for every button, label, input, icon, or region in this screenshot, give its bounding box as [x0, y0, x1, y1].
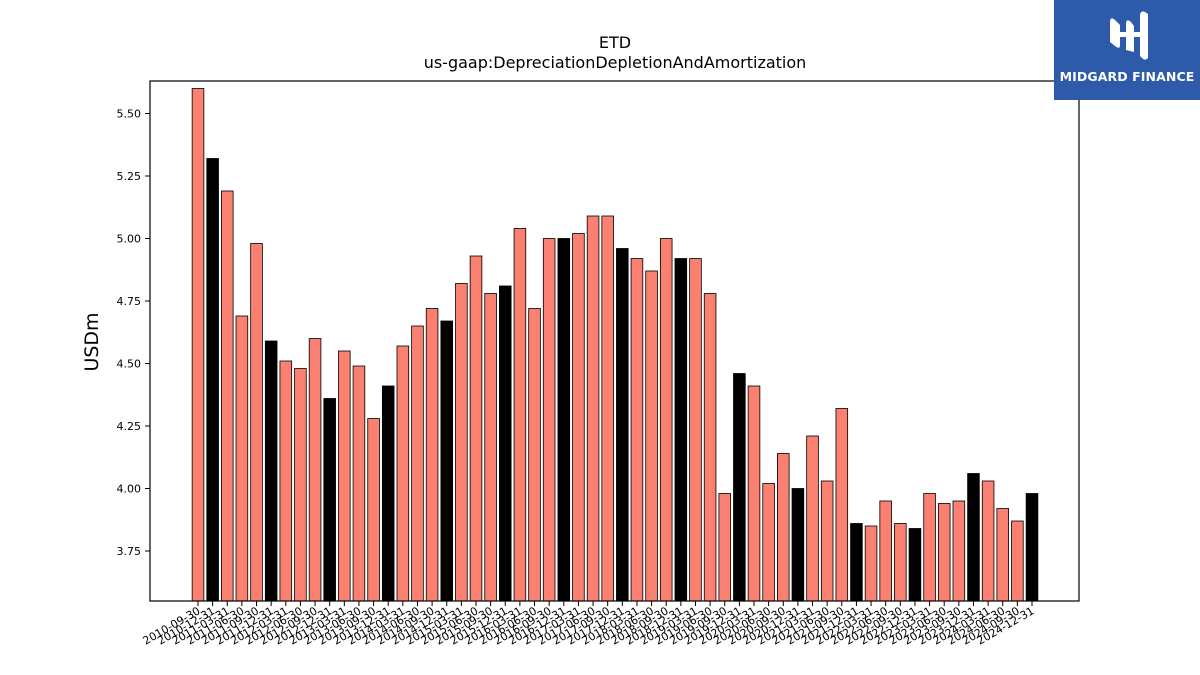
bar-2018-06-30: [645, 270, 658, 602]
bar-2020-06-30: [762, 483, 775, 602]
plot-area-frame: [149, 80, 1080, 602]
bar-2020-03-31: [747, 385, 761, 602]
bar-2020-12-31: [791, 488, 805, 602]
bar-2011-12-31: [264, 340, 278, 602]
x-axis-ticks: 2010-09-302010-12-312011-03-312011-06-30…: [141, 601, 1037, 648]
y-tick-label: 4.50: [117, 358, 142, 371]
bar-2012-12-31: [323, 398, 336, 602]
y-axis-label: USDm: [81, 312, 103, 371]
chart-subtitle: us-gaap:DepreciationDepletionAndAmortiza…: [424, 53, 807, 72]
bar-2014-03-31: [396, 345, 410, 602]
bar-2023-06-30: [937, 503, 951, 602]
bar-2014-06-30: [411, 325, 424, 602]
bar-2010-09-30: [191, 88, 205, 602]
brand-logo: MIDGARD FINANCE: [1054, 0, 1200, 100]
bar-2024-03-31: [981, 480, 995, 602]
bar-2012-09-30: [308, 338, 322, 602]
bar-2020-09-30: [777, 453, 790, 602]
bar-2012-06-30: [294, 368, 307, 602]
bar-2024-06-30: [996, 508, 1009, 602]
bar-2018-09-30: [659, 238, 673, 602]
y-tick-label: 5.50: [117, 108, 142, 121]
bar-2016-12-31: [557, 238, 571, 602]
bar-2022-12-31: [908, 528, 922, 602]
bar-2013-12-31: [381, 385, 395, 602]
bar-2022-06-30: [879, 500, 892, 602]
bar-2021-09-30: [835, 408, 849, 602]
bar-2014-12-31: [440, 320, 453, 602]
bar-2017-03-31: [572, 233, 585, 602]
bar-2013-03-31: [338, 350, 351, 602]
y-tick-label: 4.25: [117, 420, 142, 433]
bar-2011-03-31: [221, 190, 234, 602]
bar-2015-09-30: [484, 293, 497, 602]
bar-2019-12-31: [733, 373, 746, 602]
bar-2016-06-30: [528, 308, 541, 602]
bar-2013-06-30: [352, 365, 366, 602]
bar-2011-09-30: [250, 243, 263, 602]
bar-2019-09-30: [718, 493, 731, 602]
bar-2017-12-31: [616, 248, 629, 602]
bar-2013-09-30: [367, 418, 380, 602]
bar-2019-06-30: [703, 293, 717, 602]
bar-2016-09-30: [542, 238, 556, 602]
bar-2024-09-30: [1011, 520, 1024, 602]
y-tick-label: 5.00: [117, 233, 142, 246]
bar-2018-12-31: [674, 258, 688, 602]
chart-title: ETD: [599, 33, 631, 52]
bar-2021-03-31: [806, 435, 819, 602]
bar-2023-03-31: [923, 493, 936, 602]
bar-2015-12-31: [499, 285, 512, 602]
bar-2018-03-31: [630, 258, 644, 602]
bar-2021-12-31: [850, 523, 863, 602]
y-axis-ticks: 3.75 4.00 4.25 4.50 4.75 5.00 5.25 5.50: [117, 108, 150, 558]
bar-2023-12-31: [967, 473, 980, 602]
y-tick-label: 3.75: [117, 545, 142, 558]
bar-2022-03-31: [864, 525, 878, 602]
bar-2016-03-31: [513, 228, 527, 602]
bar-2022-09-30: [894, 523, 907, 602]
brand-name: MIDGARD FINANCE: [1059, 69, 1195, 84]
bar-2019-03-31: [689, 258, 702, 602]
bar-2017-06-30: [586, 215, 600, 602]
bar-2024-12-31: [1025, 493, 1039, 602]
y-tick-label: 5.25: [117, 170, 142, 183]
y-tick-label: 4.75: [117, 295, 142, 308]
bar-2017-09-30: [601, 215, 614, 602]
bar-2023-09-30: [952, 500, 966, 602]
bars-group: [191, 88, 1039, 602]
y-tick-label: 4.00: [117, 483, 142, 496]
bar-2012-03-31: [279, 360, 293, 602]
bar-2014-09-30: [425, 308, 439, 602]
bar-2015-03-31: [455, 283, 468, 602]
bar-2021-06-30: [820, 480, 834, 602]
bar-2011-06-30: [235, 315, 249, 602]
bar-2010-12-31: [206, 158, 219, 602]
bar-2015-06-30: [469, 255, 483, 602]
midgard-logo-icon: [1110, 11, 1148, 60]
